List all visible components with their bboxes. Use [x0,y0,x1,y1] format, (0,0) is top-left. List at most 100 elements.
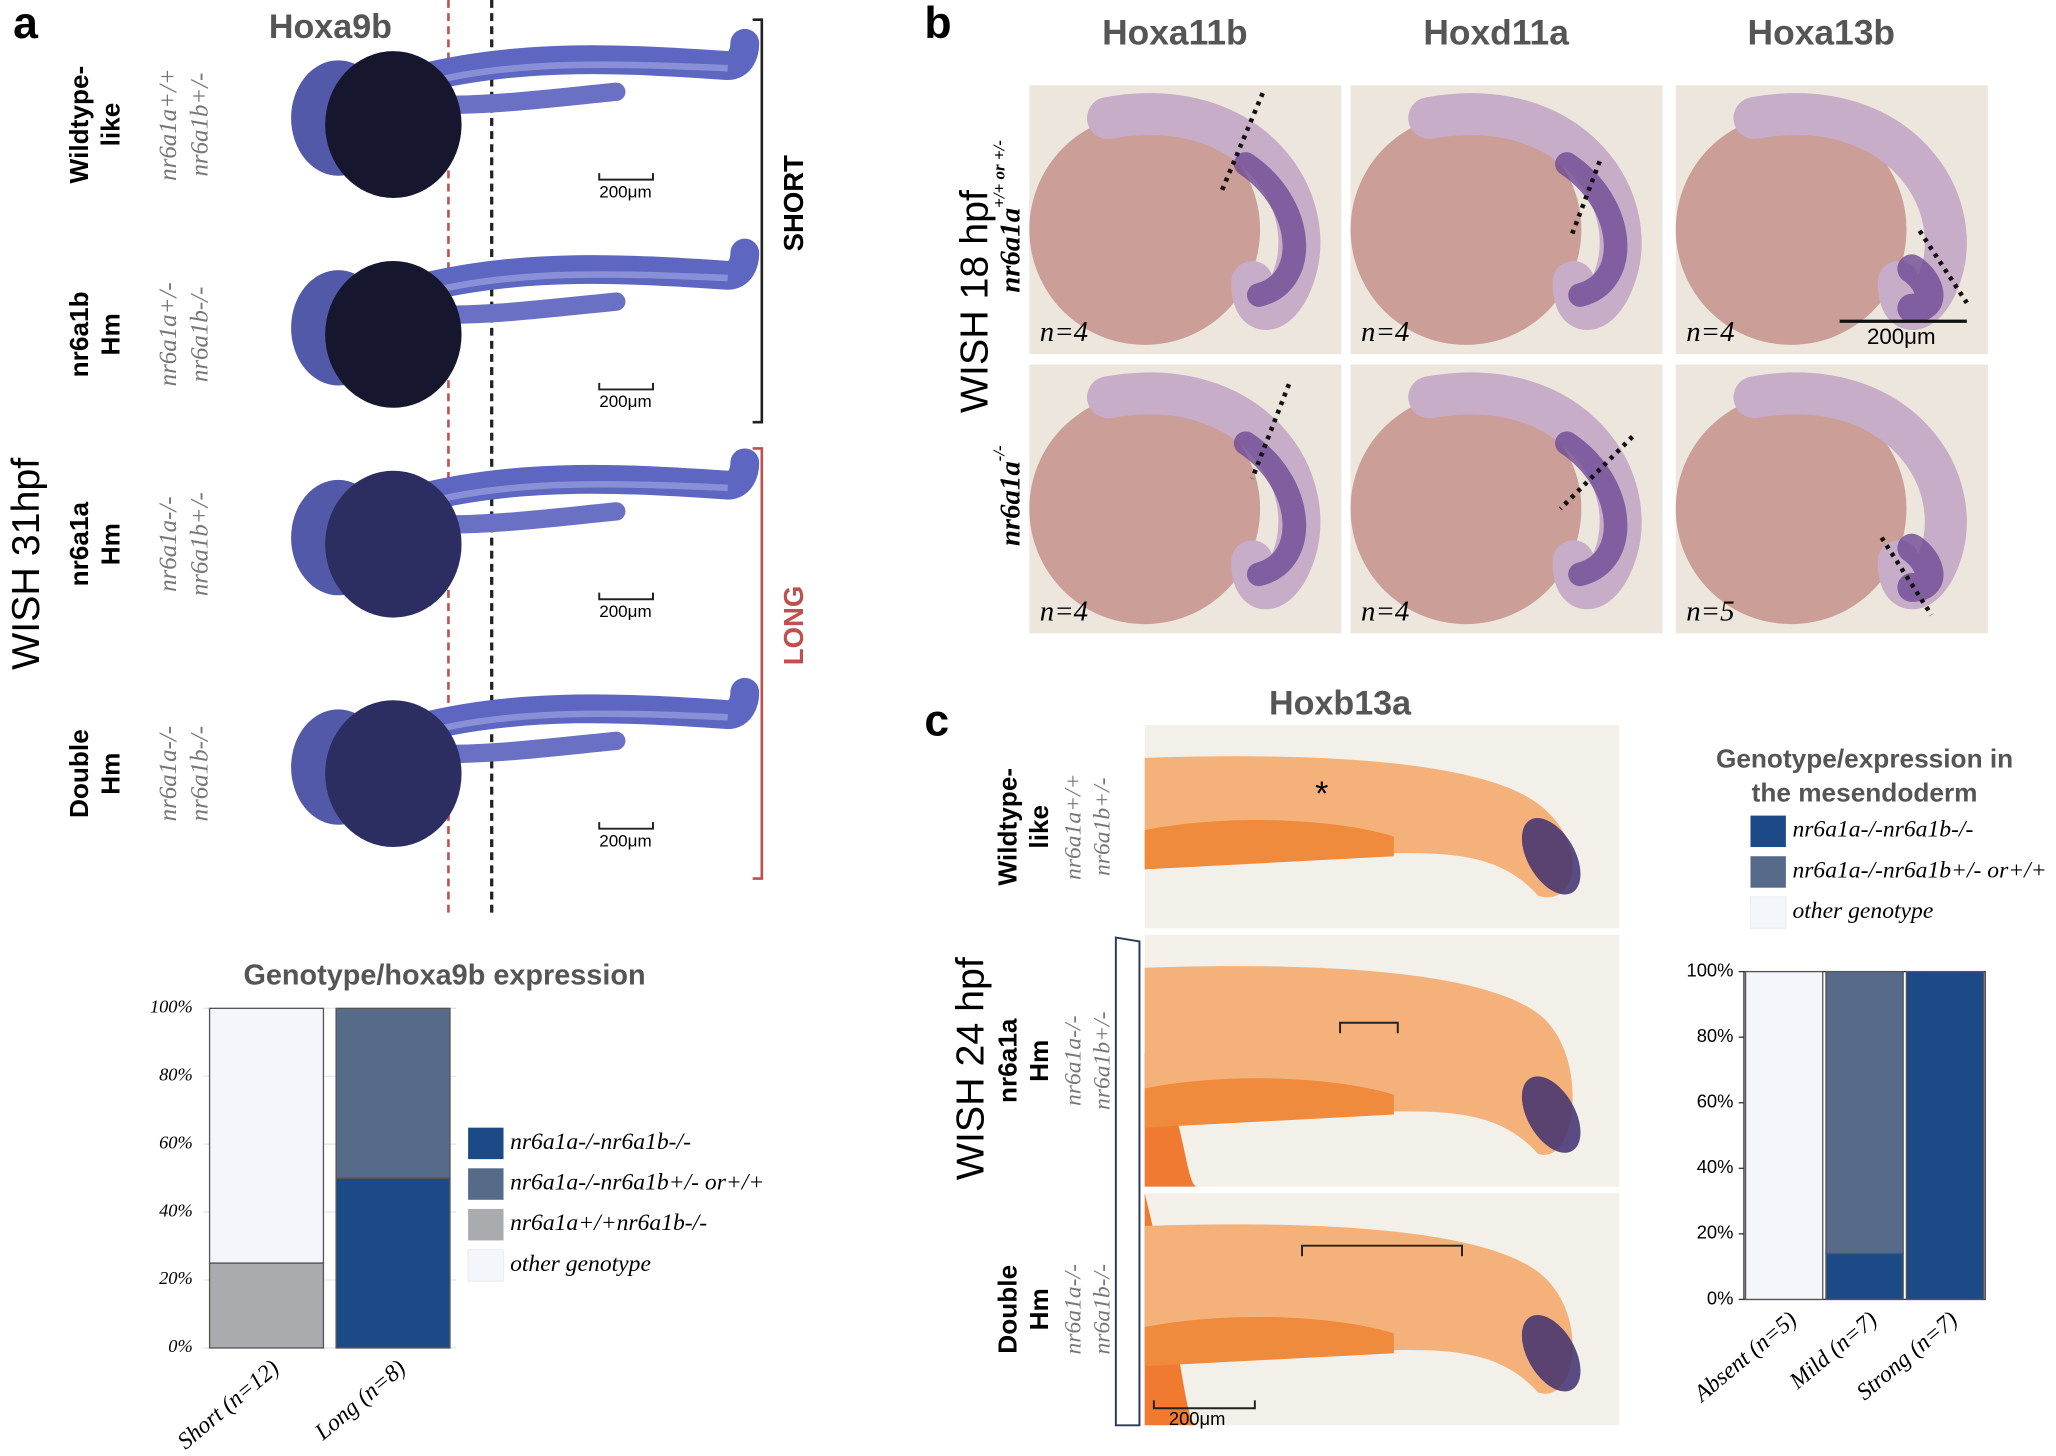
group-label: nr6a1a [993,1018,1023,1103]
legend-label: nr6a1a+/+nr6a1b-/- [510,1210,707,1236]
legend-label: nr6a1a-/-nr6a1b+/- or+/+ [510,1169,764,1195]
group-label: Wildtype- [993,768,1023,886]
embryo-yolk [1675,114,1907,345]
y-tick-label: 40% [1697,1156,1734,1177]
bar-segment [208,1007,325,1264]
genotype-label: nr6a1a-/- [1061,1264,1087,1354]
n-label: n=4 [1040,595,1088,627]
y-tick-label: 100% [150,997,193,1017]
embryo-tail [431,61,728,85]
legend-swatch [468,1168,504,1200]
scale-bar [598,592,654,601]
group-label: nr6a1a [64,501,94,586]
embryo-tail [405,28,760,94]
column-title: Hoxa13b [1748,13,1896,53]
expression [1555,152,1628,307]
group-label: Hm [96,753,126,795]
genotype-label: nr6a1b+/- [1089,1012,1115,1110]
bar-segment [208,1262,325,1349]
embryo-yolk [325,700,462,848]
panel-letter: a [13,0,39,48]
legend-swatch [467,1248,505,1282]
tail [1144,756,1573,898]
embryo-tail [405,238,760,303]
bar-segment [1825,1252,1904,1301]
genotype-label: nr6a1a+/+ [1061,773,1087,880]
group-label: Double [993,1265,1023,1354]
embryo-tail [431,481,728,505]
scale-bar [598,173,654,181]
group-label: Hm [96,523,126,565]
bracket [752,18,764,424]
n-label: n=4 [1040,316,1088,348]
expression [1897,254,1944,323]
expression [1233,152,1307,307]
legend-label: nr6a1a-/-nr6a1b-/- [510,1129,691,1155]
bracket-label: SHORT [778,155,809,251]
y-tick-label: 0% [1707,1287,1734,1308]
genotype-label: nr6a1a-/- [155,496,182,591]
group-label: Hm [1024,1288,1054,1330]
genotype-label: nr6a1b-/- [187,726,214,821]
boundary-line [1568,160,1602,239]
y-tick-label: 80% [1697,1025,1734,1046]
stage-label: WISH 24 hpf [948,957,992,1180]
bracket-label: LONG [778,586,809,665]
scale-label: 200μm [1867,324,1936,349]
y-tick-label: 60% [1697,1091,1734,1112]
embryo-tail [431,710,728,734]
superscript: -/- [989,445,1008,461]
legend-label: other genotype [1792,898,1933,924]
group-label: Hm [96,313,126,355]
y-tick-label: 20% [159,1268,193,1288]
embryo-yolk [1350,114,1582,345]
bar-segment [1744,970,1824,1301]
embryo-tail [436,502,626,534]
scale-label: 200μm [599,392,651,411]
scale-bar [598,822,654,830]
n-label: n=5 [1686,595,1734,627]
row-label: nr6a1a-/- [989,445,1026,546]
panel-title: Hoxa9b [269,8,392,46]
asterisk: * [1315,775,1328,813]
bar-segment [335,1177,451,1349]
panel-letter: b [924,0,951,48]
gradient-triangle [1114,936,1141,1427]
panel-title: Hoxb13a [1269,684,1412,722]
legend-swatch [1750,815,1786,848]
bar-segment [1825,970,1904,1255]
bar-segment [335,1007,451,1179]
y-tick-label: 0% [168,1336,192,1356]
y-tick-label: 20% [1697,1222,1734,1243]
n-label: n=4 [1361,316,1409,348]
scale-bar [598,382,654,391]
column-title: Hoxd11a [1423,13,1569,53]
group-label: Wildtype- [64,66,94,184]
scale-label: 200μm [1169,1408,1225,1429]
genotype-label: nr6a1b+/- [187,492,214,596]
expression [1897,533,1944,602]
legend-label: other genotype [510,1251,651,1277]
chart-title: the mesendoderm [1752,778,1978,808]
embryo-tail [436,292,626,324]
genotype-label: nr6a1b+/- [187,73,214,177]
group-label: like [1024,805,1054,849]
x-tick-label: Short (n=12) [173,1355,285,1455]
mesoderm [1144,819,1394,870]
group-label: Double [64,729,94,818]
scale-label: 200μm [599,182,651,201]
superscript: +/+ or +/- [989,140,1008,208]
genotype-label: nr6a1b+/- [1089,777,1115,875]
scale-label: 200μm [599,602,651,621]
chart-title: Genotype/hoxa9b expression [243,959,645,991]
embryo-yolk [1029,393,1261,625]
chart-title: Genotype/expression in [1716,743,2013,773]
bracket [752,447,764,880]
genotype-label: nr6a1a+/+ [155,68,182,181]
embryo-yolk [325,260,462,408]
panel-letter: c [924,697,949,746]
embryo-yolk [325,51,462,199]
mesoderm [1144,1078,1394,1128]
genotype: nr6a1a [994,461,1026,546]
